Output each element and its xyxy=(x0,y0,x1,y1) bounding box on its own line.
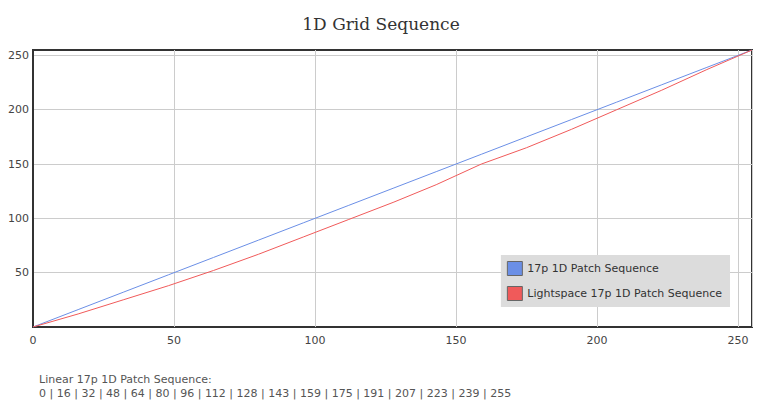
svg-text:0: 0 xyxy=(30,334,37,347)
svg-text:250: 250 xyxy=(727,334,748,347)
svg-text:17p 1D Patch Sequence: 17p 1D Patch Sequence xyxy=(527,262,659,275)
svg-text:250: 250 xyxy=(8,49,29,62)
svg-text:150: 150 xyxy=(445,334,466,347)
svg-text:200: 200 xyxy=(586,334,607,347)
svg-text:Linear 17p 1D Patch Sequence:: Linear 17p 1D Patch Sequence: xyxy=(39,373,212,386)
svg-text:1D Grid Sequence: 1D Grid Sequence xyxy=(302,14,459,34)
svg-text:200: 200 xyxy=(8,103,29,116)
svg-text:50: 50 xyxy=(15,266,29,279)
svg-text:100: 100 xyxy=(304,334,325,347)
svg-text:150: 150 xyxy=(8,158,29,171)
svg-text:100: 100 xyxy=(8,212,29,225)
svg-text:0 | 16 | 32 | 48 | 64 | 80 | 9: 0 | 16 | 32 | 48 | 64 | 80 | 96 | 112 | … xyxy=(39,387,511,400)
svg-text:Lightspace 17p 1D Patch Sequen: Lightspace 17p 1D Patch Sequence xyxy=(527,287,722,300)
svg-text:50: 50 xyxy=(167,334,181,347)
